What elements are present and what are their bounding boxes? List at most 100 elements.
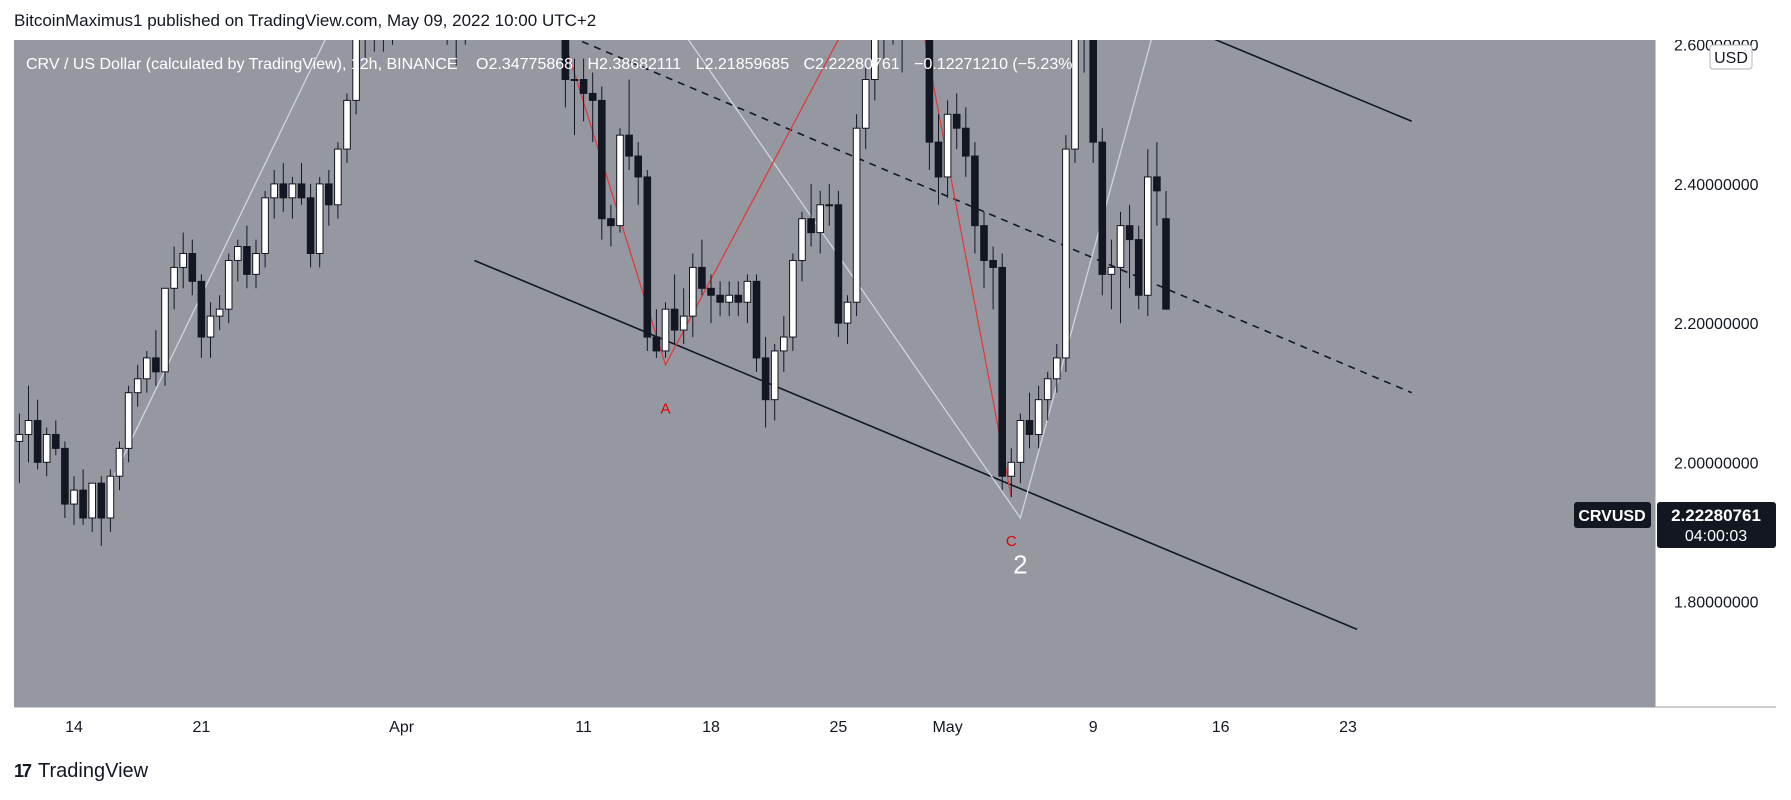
candle [670, 274, 679, 344]
candle [1025, 392, 1034, 449]
symbol-tag [1574, 502, 1651, 528]
candle [807, 183, 815, 247]
candle-body-down [243, 246, 251, 275]
candle-body-up [343, 99, 351, 150]
candle [561, 40, 570, 108]
wave-label-2[interactable]: 2 [1013, 550, 1027, 580]
trendline-channel-upper[interactable] [474, 40, 1413, 122]
candle [925, 40, 934, 170]
candle [1089, 40, 1098, 164]
candle [315, 176, 324, 268]
candle-body-down [279, 183, 288, 199]
chart-frame[interactable]: 124ABC 1.80000000 2.00000000 2.20000000 2.4… [14, 40, 1776, 746]
wave-path-3[interactable] [109, 40, 1348, 520]
price-axis-panel[interactable] [1655, 40, 1776, 707]
candle-body-down [197, 280, 206, 338]
candle [143, 350, 151, 393]
candle [124, 385, 133, 463]
candle [343, 93, 351, 164]
candle-body-up [1107, 266, 1116, 275]
currency-badge[interactable] [1709, 44, 1753, 70]
candle-body-down [634, 155, 643, 178]
candle-body-up [42, 433, 51, 463]
footer-brand[interactable]: 17 TradingView [14, 760, 148, 783]
candle [943, 100, 952, 198]
legend-open-label: O [476, 56, 488, 73]
legend-open-value: 2.34775868 [489, 56, 574, 73]
candle-body-down [1134, 239, 1143, 296]
candle [861, 65, 870, 150]
bar-countdown: 04:00:03 [1685, 528, 1747, 545]
candle-body-down [734, 294, 743, 303]
candle-body-up [1043, 378, 1052, 401]
candle-body-up [15, 433, 24, 442]
candle-body-down [971, 155, 979, 227]
candle [297, 163, 306, 205]
candle [24, 385, 33, 463]
candle [325, 169, 333, 226]
candle-body-up [1053, 357, 1061, 380]
candle [52, 420, 60, 456]
candle [352, 40, 360, 115]
candle-body-down [1125, 225, 1134, 241]
candle-body-up [725, 294, 734, 303]
candle [871, 40, 879, 101]
candle [579, 58, 588, 122]
candle [42, 427, 51, 477]
candle [843, 295, 852, 344]
time-axis-panel[interactable] [14, 707, 1655, 746]
candle-body-up [743, 280, 752, 303]
abc-label-a[interactable]: A [660, 401, 670, 418]
time-tick-label: Apr [389, 719, 415, 736]
abc-path-5[interactable] [474, 40, 1012, 498]
candle [1134, 225, 1143, 310]
legend-low-label: L [696, 56, 705, 73]
candle-body-down [670, 308, 679, 331]
candle-body-down [152, 357, 160, 373]
time-tick-label: 16 [1212, 719, 1230, 736]
candle [97, 476, 106, 546]
legend-close-value: 2.22280761 [815, 56, 900, 73]
candle [234, 239, 242, 282]
candle [334, 142, 342, 219]
candle-body-down [325, 183, 333, 206]
time-tick-label: 25 [830, 719, 848, 736]
candle-body-down [962, 127, 970, 157]
trendline-channel-lower[interactable] [474, 259, 1358, 631]
candle [883, 40, 885, 59]
time-tick-label: 9 [1089, 719, 1098, 736]
candle [1162, 190, 1170, 310]
candle [70, 476, 78, 525]
legend-close-label: C [804, 56, 816, 73]
candle-body-down [625, 134, 633, 157]
candle-body-up [852, 127, 861, 303]
candle [1053, 343, 1061, 393]
candle-body-up [679, 315, 688, 331]
candle [161, 287, 169, 386]
candle [206, 302, 215, 358]
candle-body-down [588, 92, 597, 101]
candle-body-down [643, 176, 652, 338]
plot-background[interactable] [14, 40, 1655, 707]
candle [1144, 149, 1152, 317]
abc-label-c[interactable]: C [1006, 533, 1017, 550]
candle [306, 183, 315, 268]
legend-high-value: 2.38682111 [599, 56, 681, 73]
candle [79, 469, 87, 525]
candle [1062, 135, 1070, 372]
candle-body-down [1025, 420, 1034, 435]
candle-body-up [689, 266, 697, 317]
candle [588, 72, 597, 143]
price-chart[interactable]: 124ABC 1.80000000 2.00000000 2.20000000 2.4… [14, 40, 1776, 746]
time-tick-label: 23 [1339, 719, 1357, 736]
last-price-value: 2.22280761 [1671, 506, 1761, 525]
candle [197, 274, 206, 358]
candle [834, 190, 843, 338]
candle [952, 93, 961, 150]
candle-body-down [952, 113, 961, 129]
trendline-channel-mid[interactable] [474, 40, 1413, 394]
candle-body-up [224, 259, 233, 310]
candle [770, 343, 779, 421]
candle-body-up [352, 40, 360, 101]
legend-low-value: 2.21859685 [705, 56, 790, 73]
